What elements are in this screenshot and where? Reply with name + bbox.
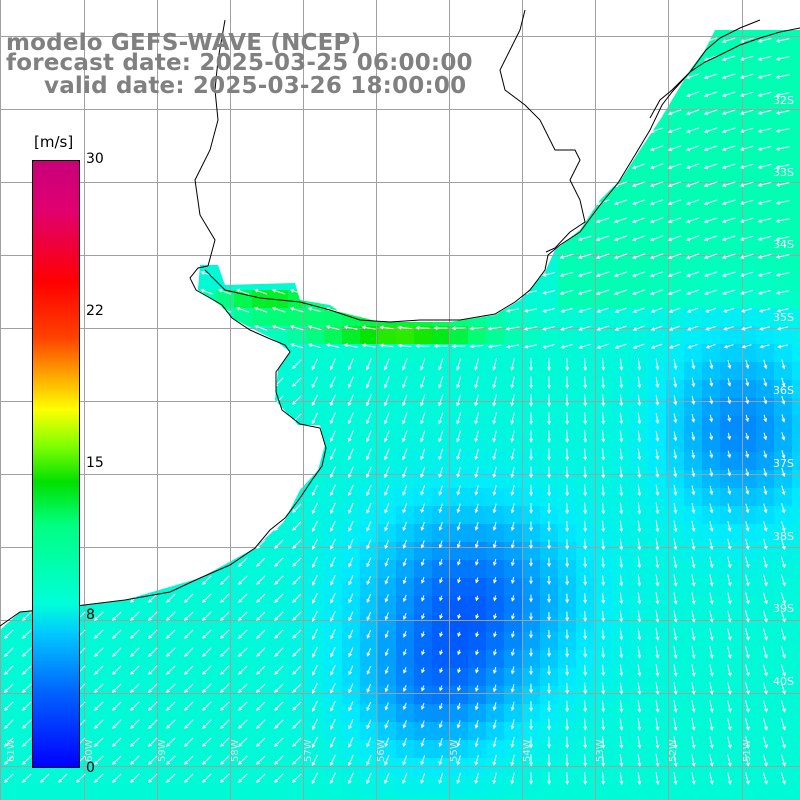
lat-label-40s: 40S [773,675,794,688]
lon-label-61w: 61W [6,739,17,762]
lat-label-32s: 32S [773,94,794,107]
lon-label-54w: 54W [522,739,533,762]
lat-label-35s: 35S [773,311,794,324]
wind-vectors [4,37,790,785]
colorbar-tick-0: 0 [86,760,95,776]
lon-label-60w: 60W [84,739,95,762]
lat-label-33s: 33S [773,166,794,179]
lon-label-57w: 57W [303,739,314,762]
lon-label-51w: 51W [742,739,753,762]
colorbar-unit: [m/s] [34,133,74,151]
lon-label-52w: 52W [668,739,679,762]
lon-label-58w: 58W [230,739,241,762]
lon-label-59w: 59W [157,739,168,762]
lon-label-53w: 53W [595,739,606,762]
model-title: modelo GEFS-WAVE (NCEP) [6,30,362,56]
colorbar-tick-8: 8 [86,607,95,623]
wind-speed-field [0,30,800,800]
coastline [0,9,800,627]
lat-label-34s: 34S [773,238,794,251]
lat-label-37s: 37S [773,457,794,470]
colorbar-tick-30: 30 [86,151,104,167]
colorbar-tick-22: 22 [86,303,104,319]
colorbar [32,160,80,768]
lat-label-38s: 38S [773,530,794,543]
lat-label-36s: 36S [773,384,794,397]
valid-date: valid date: 2025-03-26 18:00:00 [44,73,467,99]
lon-label-56w: 56W [376,739,387,762]
colorbar-tick-15: 15 [86,455,104,471]
lat-label-39s: 39S [773,602,794,615]
forecast-date: forecast date: 2025-03-25 06:00:00 [6,50,473,76]
lon-label-55w: 55W [449,739,460,762]
